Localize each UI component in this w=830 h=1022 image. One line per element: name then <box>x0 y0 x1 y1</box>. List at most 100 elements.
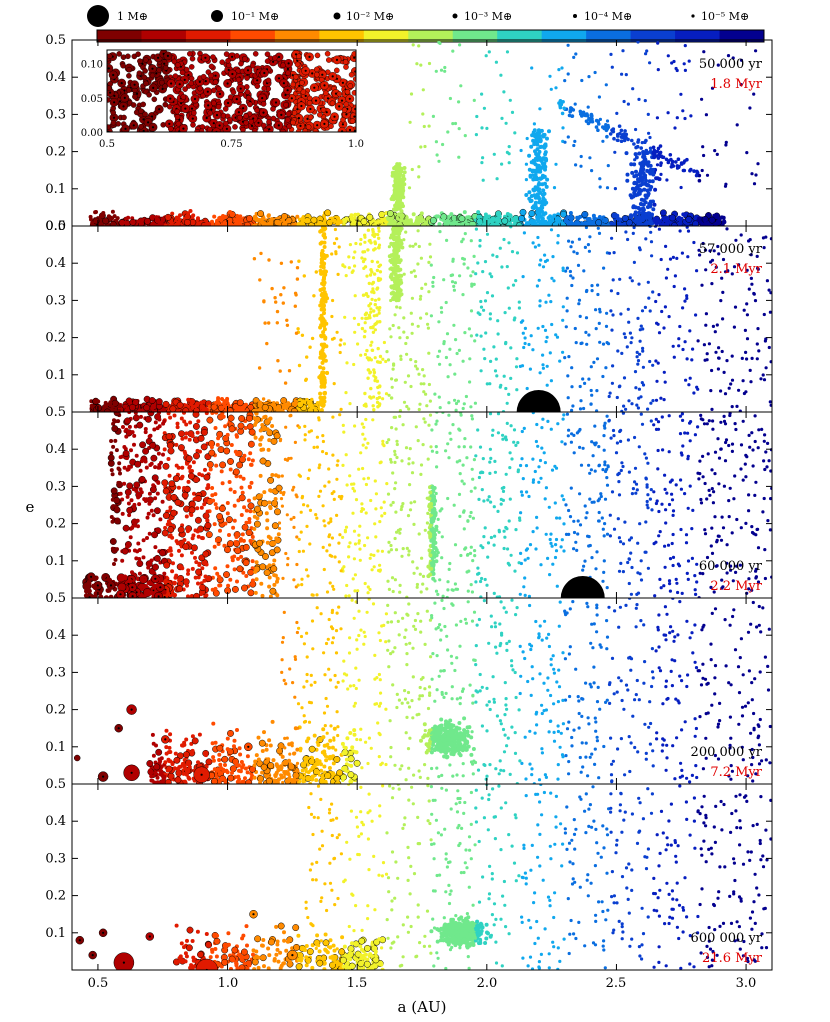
data-point <box>651 363 655 367</box>
data-point <box>476 261 480 265</box>
data-point <box>572 55 576 60</box>
data-point <box>282 286 286 290</box>
data-point <box>563 356 567 360</box>
legend-mass-marker <box>333 12 341 20</box>
data-point <box>419 145 423 149</box>
data-point <box>337 245 341 249</box>
data-point <box>106 588 112 593</box>
data-point <box>267 563 272 568</box>
data-point <box>568 269 573 274</box>
data-point <box>651 170 655 174</box>
data-point <box>297 363 302 368</box>
data-point <box>290 407 298 412</box>
data-point <box>178 430 185 438</box>
data-point <box>110 546 115 551</box>
data-point <box>179 416 184 421</box>
data-point <box>417 372 421 376</box>
data-point <box>651 172 656 177</box>
data-point <box>624 136 628 140</box>
data-point <box>670 159 675 164</box>
data-point <box>474 227 478 231</box>
data-point <box>352 316 356 320</box>
data-point <box>395 288 400 292</box>
data-point <box>676 157 681 161</box>
data-point <box>167 493 172 498</box>
data-point <box>390 396 394 400</box>
data-point <box>167 526 175 534</box>
data-point <box>275 309 280 314</box>
data-point <box>132 414 140 422</box>
data-point <box>197 221 201 226</box>
data-point <box>301 218 306 223</box>
data-point <box>102 217 110 225</box>
data-point <box>582 406 586 411</box>
data-point <box>685 294 689 298</box>
data-point <box>543 150 548 155</box>
data-point <box>351 223 356 226</box>
data-point <box>126 467 131 472</box>
data-point <box>441 217 446 222</box>
data-point <box>485 382 489 386</box>
data-point <box>195 506 200 511</box>
data-point <box>232 468 240 476</box>
data-point <box>541 353 545 357</box>
y-tick-label: 0.5 <box>45 219 66 234</box>
data-point <box>120 558 125 563</box>
data-point <box>540 165 545 170</box>
data-point <box>185 403 189 408</box>
data-point <box>386 210 394 217</box>
colorbar <box>96 29 765 43</box>
data-point <box>424 392 428 396</box>
data-point <box>428 242 432 246</box>
data-point <box>323 336 328 341</box>
data-point <box>434 69 438 73</box>
data-point <box>166 412 171 416</box>
data-point <box>186 479 191 484</box>
data-point <box>168 480 176 488</box>
data-point <box>110 404 115 409</box>
data-point <box>85 584 91 590</box>
data-point <box>411 244 415 248</box>
data-point <box>558 101 562 105</box>
data-point <box>186 568 191 573</box>
data-point <box>167 523 172 527</box>
data-point <box>618 277 622 281</box>
data-point <box>188 209 193 213</box>
data-point <box>659 209 667 217</box>
data-point <box>748 368 752 372</box>
data-point <box>610 381 615 385</box>
data-point <box>112 562 116 566</box>
data-point <box>371 227 375 232</box>
data-point <box>500 265 504 269</box>
data-point <box>405 336 409 340</box>
data-point <box>681 347 685 352</box>
data-point <box>579 164 583 168</box>
data-point <box>612 251 616 255</box>
data-point <box>322 322 327 327</box>
data-point <box>482 347 486 351</box>
data-point <box>378 306 382 310</box>
data-point <box>323 226 328 231</box>
data-point <box>428 255 433 259</box>
data-point <box>222 220 227 225</box>
data-point <box>272 582 277 587</box>
data-point <box>589 402 593 406</box>
data-point <box>272 541 277 546</box>
data-point <box>453 398 457 402</box>
data-point <box>398 336 402 340</box>
panel-ticks: 0.10.20.30.40.5 <box>45 219 772 413</box>
data-point <box>665 221 670 225</box>
data-point <box>396 222 400 226</box>
data-point <box>631 231 635 235</box>
data-point-core <box>90 575 93 578</box>
data-point <box>403 380 407 384</box>
data-point <box>683 44 687 48</box>
data-point <box>334 252 338 256</box>
data-point <box>139 414 143 419</box>
data-point <box>542 174 547 179</box>
data-point <box>155 426 160 431</box>
data-point <box>654 359 658 363</box>
data-point <box>89 403 94 408</box>
data-point <box>192 412 200 418</box>
data-point <box>109 439 114 443</box>
